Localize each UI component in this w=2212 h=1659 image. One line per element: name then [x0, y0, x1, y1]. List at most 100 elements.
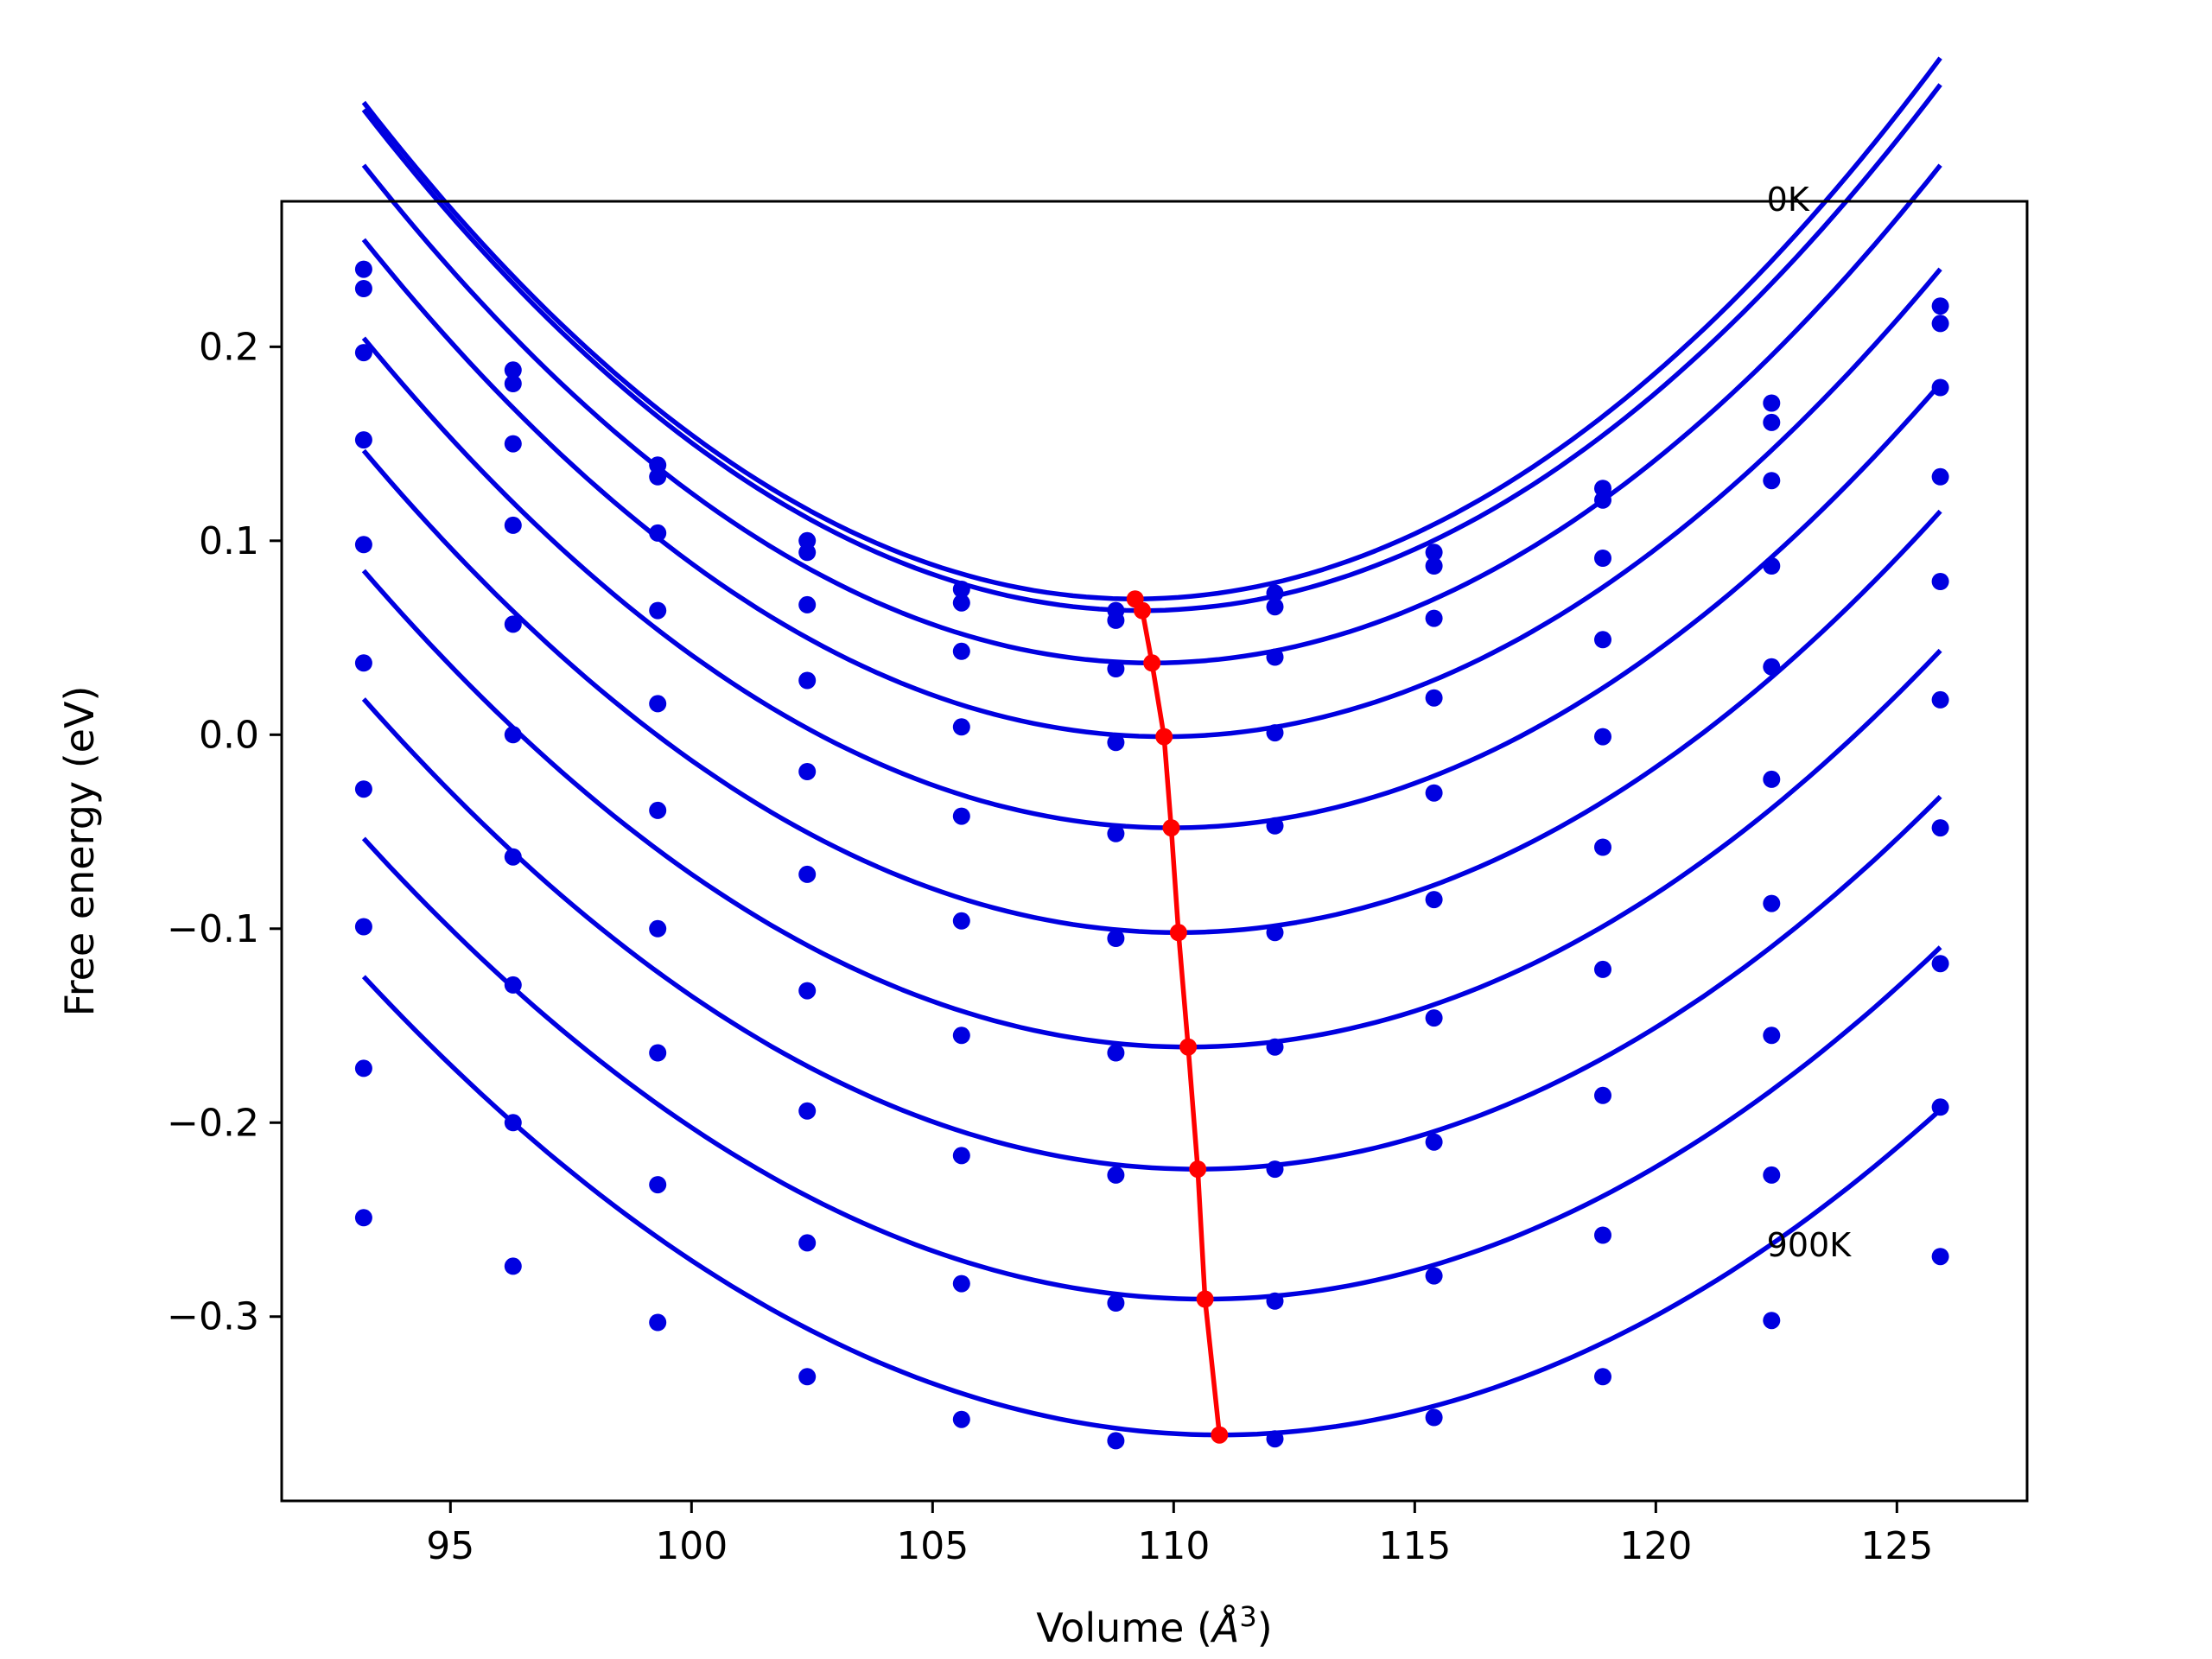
- data-point-s2-10: [1931, 378, 1949, 397]
- data-point-s4-3: [798, 763, 817, 780]
- data-point-s1-2: [649, 467, 667, 486]
- minimum-point-2: [1143, 654, 1161, 672]
- fit-curve-9: [361, 975, 1942, 1438]
- data-point-s8-6: [1266, 1292, 1284, 1310]
- data-point-s7-3: [798, 1102, 817, 1120]
- data-point-s9-7: [1425, 1408, 1443, 1427]
- data-point-s3-0: [354, 431, 372, 449]
- fit-curves-layer: [361, 56, 1942, 1438]
- data-point-s6-9: [1763, 894, 1781, 912]
- minimum-point-6: [1179, 1038, 1198, 1056]
- data-point-s8-7: [1425, 1267, 1443, 1285]
- data-point-s6-7: [1425, 1009, 1443, 1027]
- data-point-s2-9: [1763, 472, 1781, 490]
- data-point-s6-10: [1931, 819, 1949, 837]
- data-point-s3-7: [1425, 689, 1443, 707]
- data-point-s8-5: [1107, 1294, 1125, 1312]
- data-point-s2-3: [798, 595, 817, 613]
- data-point-s4-2: [649, 695, 667, 713]
- minima-layer: [1126, 590, 1229, 1444]
- data-point-s1-5: [1107, 611, 1125, 629]
- x-tick-label-115: 115: [1378, 1524, 1451, 1568]
- x-axis-label: Volume (Å3): [1036, 1600, 1272, 1651]
- data-point-s9-9: [1763, 1312, 1781, 1330]
- minimum-point-7: [1189, 1160, 1207, 1179]
- data-point-s9-10: [1931, 1248, 1949, 1266]
- data-point-s3-10: [1931, 467, 1949, 486]
- data-point-s3-6: [1266, 724, 1284, 742]
- data-point-s6-6: [1266, 1038, 1284, 1056]
- data-point-s7-5: [1107, 1166, 1125, 1184]
- minimum-point-4: [1162, 819, 1180, 837]
- data-point-s8-9: [1763, 1166, 1781, 1184]
- minimum-point-3: [1155, 728, 1173, 746]
- data-point-s5-8: [1594, 838, 1611, 856]
- data-point-s2-0: [354, 344, 372, 362]
- data-point-s5-6: [1266, 924, 1284, 942]
- data-point-s7-0: [354, 918, 372, 936]
- data-point-s0-6: [1266, 584, 1284, 602]
- data-point-s7-10: [1931, 955, 1949, 973]
- y-axis-label: Free energy (eV): [56, 686, 103, 1017]
- fit-curve-1: [361, 83, 1942, 613]
- data-point-s4-6: [1266, 817, 1284, 835]
- fit-curve-5: [361, 448, 1942, 936]
- data-point-s7-2: [649, 1044, 667, 1062]
- y-tick-label-5: −0.3: [167, 1295, 259, 1339]
- data-point-s6-0: [354, 780, 372, 798]
- data-point-s9-6: [1266, 1430, 1284, 1448]
- data-point-s2-2: [649, 524, 667, 542]
- data-point-s9-4: [952, 1410, 970, 1428]
- data-point-s7-4: [952, 1147, 970, 1165]
- data-point-s3-9: [1763, 557, 1781, 575]
- data-point-s6-4: [952, 1027, 970, 1045]
- minimum-point-9: [1211, 1426, 1229, 1444]
- data-point-s6-8: [1594, 960, 1611, 978]
- data-point-s4-5: [1107, 824, 1125, 842]
- x-axis-label-unit: Å: [1210, 1605, 1239, 1651]
- data-point-s9-3: [798, 1368, 817, 1386]
- x-tick-label-125: 125: [1860, 1524, 1933, 1568]
- data-point-s5-4: [952, 912, 970, 930]
- x-axis-label-superscript: 3: [1239, 1600, 1256, 1633]
- data-point-s0-4: [952, 581, 970, 598]
- data-point-s6-5: [1107, 1044, 1125, 1062]
- data-point-s2-1: [504, 435, 522, 453]
- data-point-s5-5: [1107, 930, 1125, 947]
- data-point-s4-4: [952, 807, 970, 825]
- data-point-s2-4: [952, 642, 970, 660]
- data-point-s1-7: [1425, 557, 1443, 575]
- data-point-s7-9: [1763, 1027, 1781, 1045]
- data-point-s8-10: [1931, 1098, 1949, 1116]
- data-point-s7-1: [504, 976, 522, 994]
- x-tick-label-100: 100: [655, 1524, 728, 1568]
- minimum-point-8: [1196, 1290, 1214, 1308]
- data-point-s2-5: [1107, 660, 1125, 677]
- data-point-s9-1: [504, 1257, 522, 1275]
- minima-line: [1133, 597, 1223, 1435]
- data-point-s8-1: [504, 1114, 522, 1132]
- data-point-s5-1: [504, 726, 522, 744]
- minimum-point-5: [1169, 924, 1187, 942]
- data-point-s2-7: [1425, 609, 1443, 627]
- data-point-s1-8: [1594, 491, 1611, 509]
- fit-curve-8: [361, 836, 1942, 1302]
- data-point-s9-5: [1107, 1432, 1125, 1450]
- data-point-s1-0: [354, 280, 372, 297]
- y-tick-label-4: −0.2: [167, 1101, 259, 1145]
- data-point-s4-10: [1931, 573, 1949, 590]
- data-point-s5-3: [798, 865, 817, 883]
- fit-curve-3: [361, 238, 1942, 740]
- data-point-s4-7: [1425, 784, 1443, 802]
- y-axis-ticks: 0.2 0.1 0.0 −0.1 −0.2 −0.3: [167, 325, 282, 1339]
- plot-frame: [280, 200, 2029, 1503]
- data-point-s3-5: [1107, 734, 1125, 752]
- data-point-s1-9: [1763, 413, 1781, 431]
- y-tick-label-1: 0.1: [199, 519, 259, 563]
- data-point-s7-8: [1594, 1086, 1611, 1104]
- x-tick-label-120: 120: [1619, 1524, 1692, 1568]
- data-point-s9-0: [354, 1209, 372, 1227]
- data-point-s8-4: [952, 1274, 970, 1293]
